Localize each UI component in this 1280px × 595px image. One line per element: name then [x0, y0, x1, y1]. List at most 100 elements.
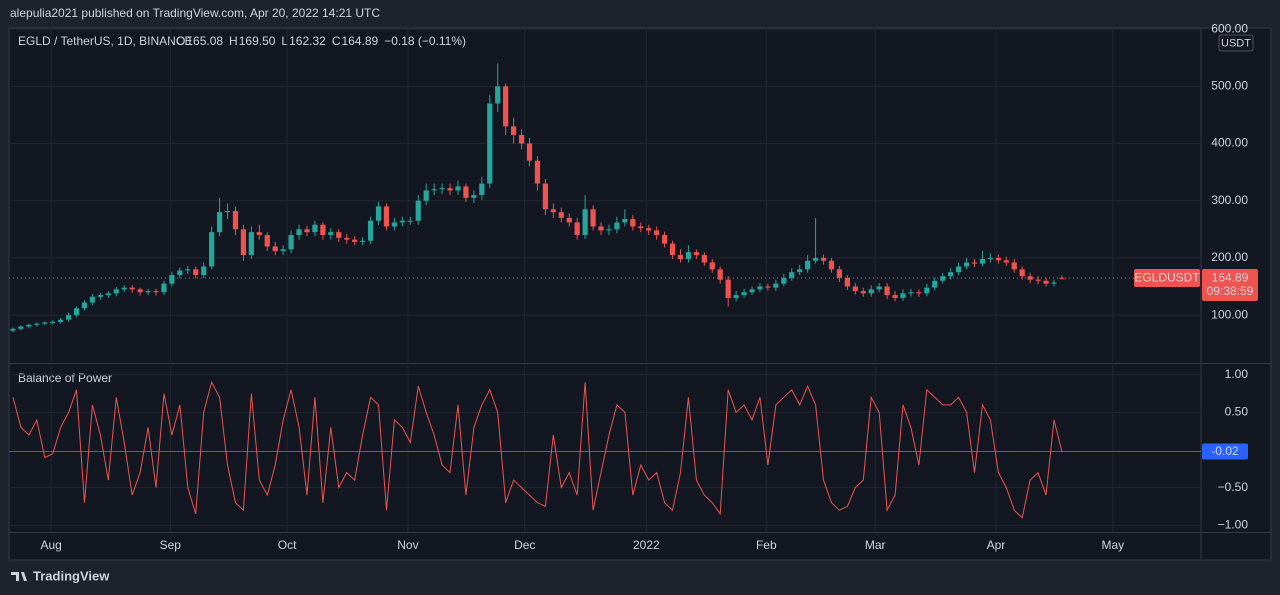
candle-body — [58, 319, 64, 322]
candle-body — [518, 134, 525, 144]
candle-body — [550, 209, 556, 213]
brand: TradingView — [33, 568, 110, 583]
y-tick-label: 300.00 — [1211, 193, 1248, 207]
candle-body — [820, 257, 827, 261]
candle-body — [256, 232, 262, 236]
x-tick-label: Sep — [160, 538, 182, 552]
candle-body — [407, 220, 413, 222]
candle-body — [733, 295, 739, 298]
unit-box — [1218, 34, 1254, 52]
x-tick-label: Nov — [397, 538, 418, 552]
x-tick-label: May — [1101, 538, 1124, 552]
candle-body — [471, 195, 477, 198]
symbol-tag-box — [1134, 268, 1200, 287]
candle-body — [240, 229, 247, 256]
ohlc-value: 165.08 — [186, 34, 223, 48]
candle-body — [209, 232, 215, 267]
footer-logo: TradingView — [11, 568, 110, 583]
candle-body — [789, 272, 795, 278]
candle-body — [352, 239, 358, 242]
candle-body — [916, 292, 922, 294]
candle-body — [121, 287, 127, 290]
candle-body — [558, 212, 564, 218]
candle-body — [201, 266, 207, 276]
y-tick-label: −1.00 — [1218, 517, 1249, 531]
candle-body — [940, 276, 946, 281]
candle-body — [391, 222, 398, 227]
candle-body — [741, 292, 747, 296]
candle-body — [510, 126, 517, 135]
candle-body — [614, 222, 620, 230]
ohlc-key: L — [281, 34, 288, 48]
candle-body — [153, 291, 159, 293]
candle-body — [50, 321, 56, 323]
candle-body — [439, 188, 445, 190]
y-tick-label: −0.50 — [1218, 480, 1249, 494]
candle-body — [812, 257, 819, 261]
x-tick-label: Apr — [987, 538, 1006, 552]
candle-body — [669, 243, 676, 256]
candle-body — [797, 269, 803, 273]
candle-body — [177, 270, 183, 276]
candle-body — [995, 257, 1001, 261]
candle-body — [606, 229, 612, 231]
candle-body — [10, 328, 16, 331]
candle-body — [296, 229, 302, 236]
candle-body — [185, 269, 191, 271]
y-tick-label: 200.00 — [1211, 250, 1248, 264]
candle-body — [654, 230, 660, 236]
candle-body — [272, 246, 278, 252]
logo-mark — [11, 572, 27, 581]
x-tick-label: Aug — [40, 538, 61, 552]
candle-body — [73, 308, 80, 316]
candle-body — [717, 269, 723, 280]
candle-body — [987, 257, 994, 260]
candle-body — [709, 262, 715, 270]
x-tick-label: Feb — [756, 538, 777, 552]
candle-body — [924, 287, 930, 294]
candle-body — [367, 220, 374, 241]
candle-body — [26, 324, 32, 327]
ohlc-key: H — [229, 34, 238, 48]
candle-body — [224, 211, 231, 213]
candle-body — [113, 289, 119, 294]
candle-body — [288, 235, 294, 250]
last-value-box — [1202, 443, 1248, 460]
y-tick-label: 100.00 — [1211, 307, 1248, 321]
y-tick-label: 0.50 — [1225, 405, 1249, 419]
y-tick-label: 600.00 — [1211, 21, 1248, 35]
candle-body — [677, 255, 684, 260]
candle-body — [399, 220, 405, 223]
candle-body — [336, 232, 342, 238]
candle-body — [773, 283, 779, 288]
candle-body — [42, 322, 48, 324]
candle-body — [900, 293, 906, 298]
candle-body — [749, 289, 755, 293]
candle-body — [701, 255, 707, 263]
candle-body — [1003, 260, 1009, 263]
candle-body — [781, 277, 787, 284]
candle-body — [566, 217, 572, 223]
candle-body — [431, 189, 437, 191]
candle-body — [1035, 279, 1041, 281]
countdown: 09:38:59 — [1207, 284, 1254, 298]
ohlc-value: 164.89 — [341, 34, 378, 48]
candle-body — [868, 289, 874, 294]
candle-body — [685, 252, 692, 260]
candle-body — [693, 252, 700, 256]
candle-body — [34, 323, 40, 325]
candle-body — [765, 286, 771, 288]
candle-body — [479, 183, 485, 195]
candle-body — [971, 262, 978, 264]
candle-body — [908, 292, 914, 294]
candle-body — [193, 269, 199, 276]
candle-body — [129, 287, 135, 290]
candle-body — [232, 211, 239, 230]
candle-body — [383, 206, 390, 227]
candle-body — [860, 291, 866, 294]
candle-body — [590, 209, 596, 227]
candle-body — [757, 286, 763, 290]
candle-body — [463, 186, 469, 198]
candle-body — [725, 279, 731, 298]
